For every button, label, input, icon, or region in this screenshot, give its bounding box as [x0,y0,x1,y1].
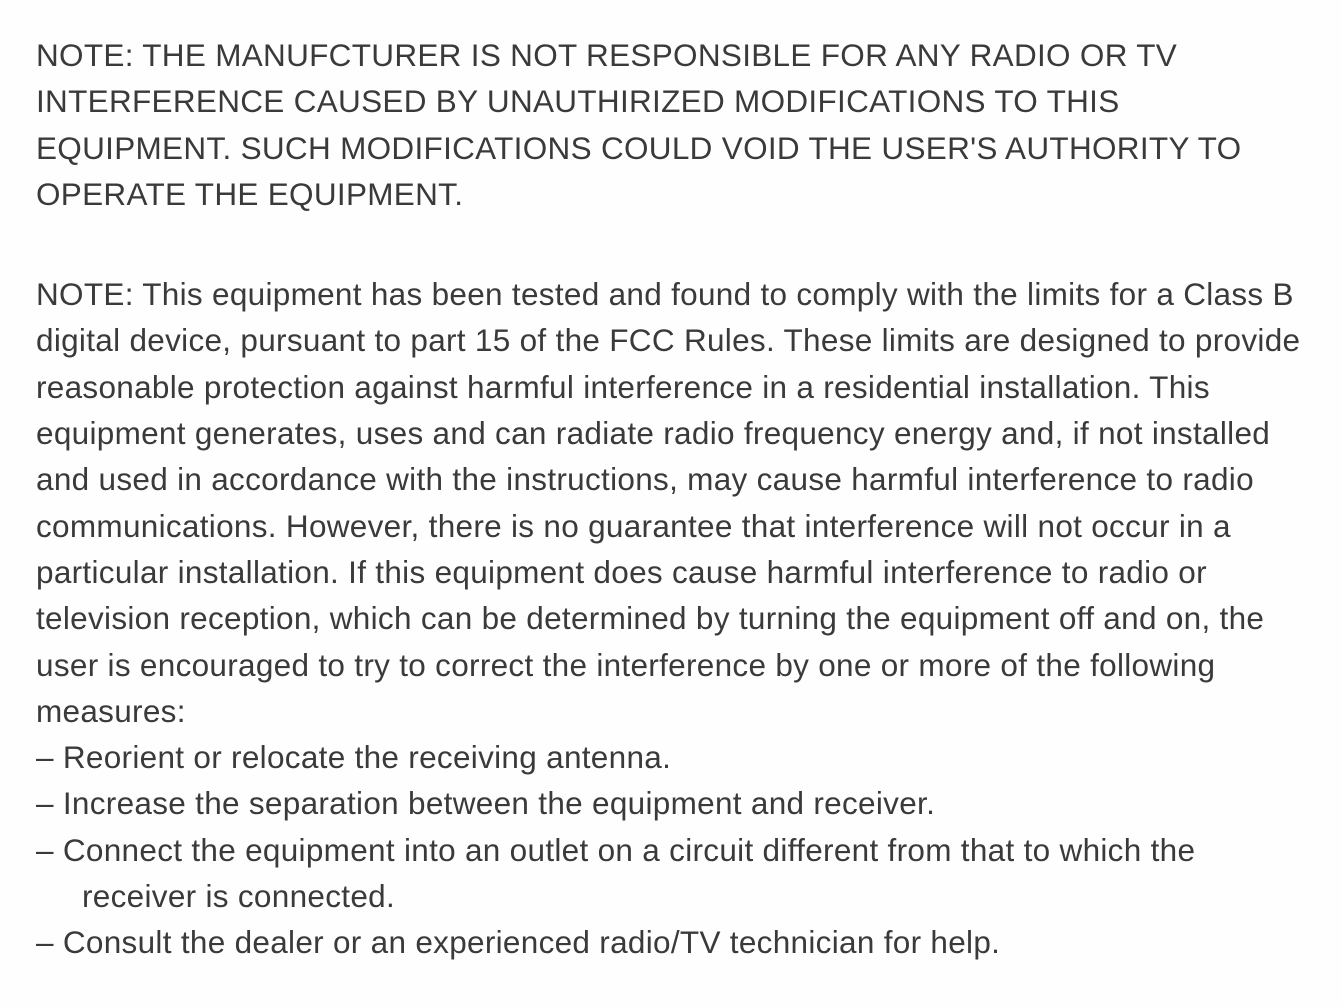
list-item: Connect the equipment into an outlet on … [36,827,1306,920]
list-item: Consult the dealer or an experienced rad… [36,919,1306,965]
list-item: Reorient or relocate the receiving anten… [36,734,1306,780]
note-manufacturer-disclaimer: NOTE: THE MANUFCTURER IS NOT RESPONSIBLE… [36,32,1306,217]
list-item: Increase the separation between the equi… [36,780,1306,826]
note-fcc-compliance: NOTE: This equipment has been tested and… [36,271,1306,734]
interference-measures-list: Reorient or relocate the receiving anten… [36,734,1306,965]
